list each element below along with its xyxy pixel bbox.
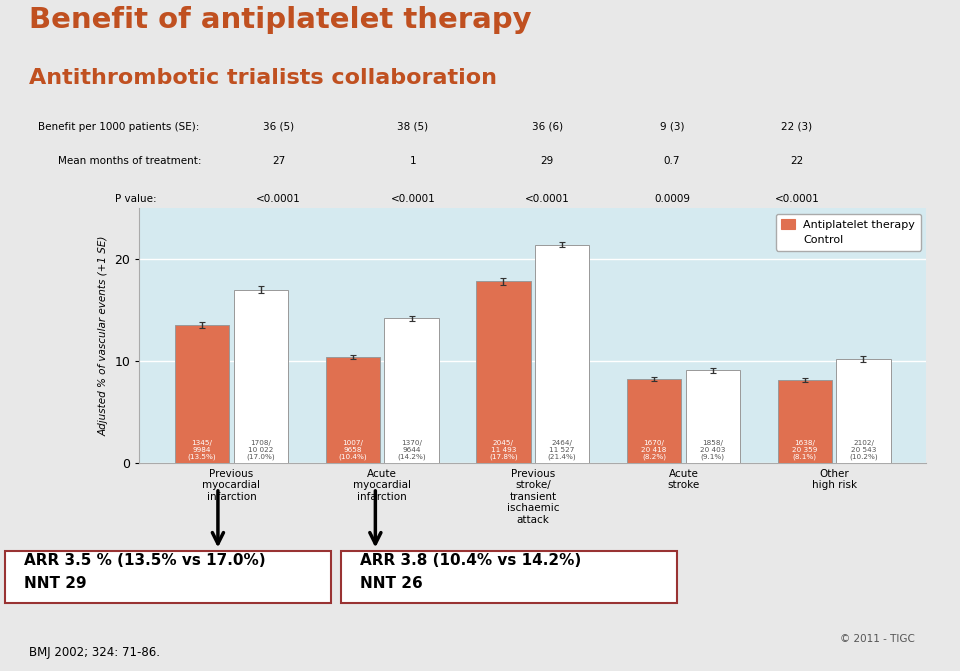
Bar bbox=[384, 318, 439, 463]
Bar bbox=[836, 359, 891, 463]
Text: <0.0001: <0.0001 bbox=[525, 194, 569, 204]
Text: ARR 3.5 % (13.5% vs 17.0%)
NNT 29: ARR 3.5 % (13.5% vs 17.0%) NNT 29 bbox=[24, 554, 266, 590]
Text: Antithrombotic trialists collaboration: Antithrombotic trialists collaboration bbox=[29, 68, 497, 89]
Text: 1370/
9644
(14.2%): 1370/ 9644 (14.2%) bbox=[397, 440, 426, 460]
Text: 2464/
11 527
(21.4%): 2464/ 11 527 (21.4%) bbox=[548, 440, 577, 460]
Text: 0.7: 0.7 bbox=[663, 156, 681, 166]
Text: 29: 29 bbox=[540, 156, 554, 166]
Text: Mean months of treatment:: Mean months of treatment: bbox=[58, 156, 201, 166]
Bar bbox=[325, 357, 380, 463]
Text: 36 (6): 36 (6) bbox=[532, 121, 563, 132]
Text: 1007/
9658
(10.4%): 1007/ 9658 (10.4%) bbox=[339, 440, 367, 460]
Text: 22: 22 bbox=[790, 156, 804, 166]
Text: <0.0001: <0.0001 bbox=[391, 194, 435, 204]
Legend: Antiplatelet therapy, Control: Antiplatelet therapy, Control bbox=[776, 213, 921, 251]
Text: P value:: P value: bbox=[115, 194, 156, 204]
Bar bbox=[175, 325, 229, 463]
Text: 2045/
11 493
(17.8%): 2045/ 11 493 (17.8%) bbox=[489, 440, 517, 460]
Text: 1708/
10 022
(17.0%): 1708/ 10 022 (17.0%) bbox=[247, 440, 276, 460]
Text: 22 (3): 22 (3) bbox=[781, 121, 812, 132]
FancyBboxPatch shape bbox=[5, 552, 331, 603]
Text: 9 (3): 9 (3) bbox=[660, 121, 684, 132]
Text: 1858/
20 403
(9.1%): 1858/ 20 403 (9.1%) bbox=[700, 440, 726, 460]
Text: 27: 27 bbox=[272, 156, 285, 166]
Bar bbox=[476, 281, 531, 463]
Text: 1670/
20 418
(8.2%): 1670/ 20 418 (8.2%) bbox=[641, 440, 667, 460]
Text: 38 (5): 38 (5) bbox=[397, 121, 428, 132]
Bar bbox=[627, 379, 682, 463]
Text: 1638/
20 359
(8.1%): 1638/ 20 359 (8.1%) bbox=[792, 440, 817, 460]
Text: 1345/
9984
(13.5%): 1345/ 9984 (13.5%) bbox=[188, 440, 216, 460]
Bar bbox=[778, 380, 832, 463]
Text: 36 (5): 36 (5) bbox=[263, 121, 294, 132]
Text: <0.0001: <0.0001 bbox=[256, 194, 300, 204]
Text: Benefit of antiplatelet therapy: Benefit of antiplatelet therapy bbox=[29, 5, 532, 34]
Text: <0.0001: <0.0001 bbox=[775, 194, 819, 204]
Y-axis label: Adjusted % of vascular events (+1 SE): Adjusted % of vascular events (+1 SE) bbox=[99, 236, 108, 435]
Bar bbox=[233, 290, 288, 463]
Text: © 2011 - TIGC: © 2011 - TIGC bbox=[840, 633, 915, 643]
FancyBboxPatch shape bbox=[341, 552, 677, 603]
Bar bbox=[685, 370, 740, 463]
Text: 0.0009: 0.0009 bbox=[654, 194, 690, 204]
Text: 2102/
20 543
(10.2%): 2102/ 20 543 (10.2%) bbox=[850, 440, 877, 460]
Bar bbox=[535, 245, 589, 463]
Text: BMJ 2002; 324: 71-86.: BMJ 2002; 324: 71-86. bbox=[29, 646, 159, 659]
Text: Benefit per 1000 patients (SE):: Benefit per 1000 patients (SE): bbox=[38, 121, 200, 132]
Text: ARR 3.8 (10.4% vs 14.2%)
NNT 26: ARR 3.8 (10.4% vs 14.2%) NNT 26 bbox=[360, 554, 581, 590]
Text: 1: 1 bbox=[410, 156, 416, 166]
